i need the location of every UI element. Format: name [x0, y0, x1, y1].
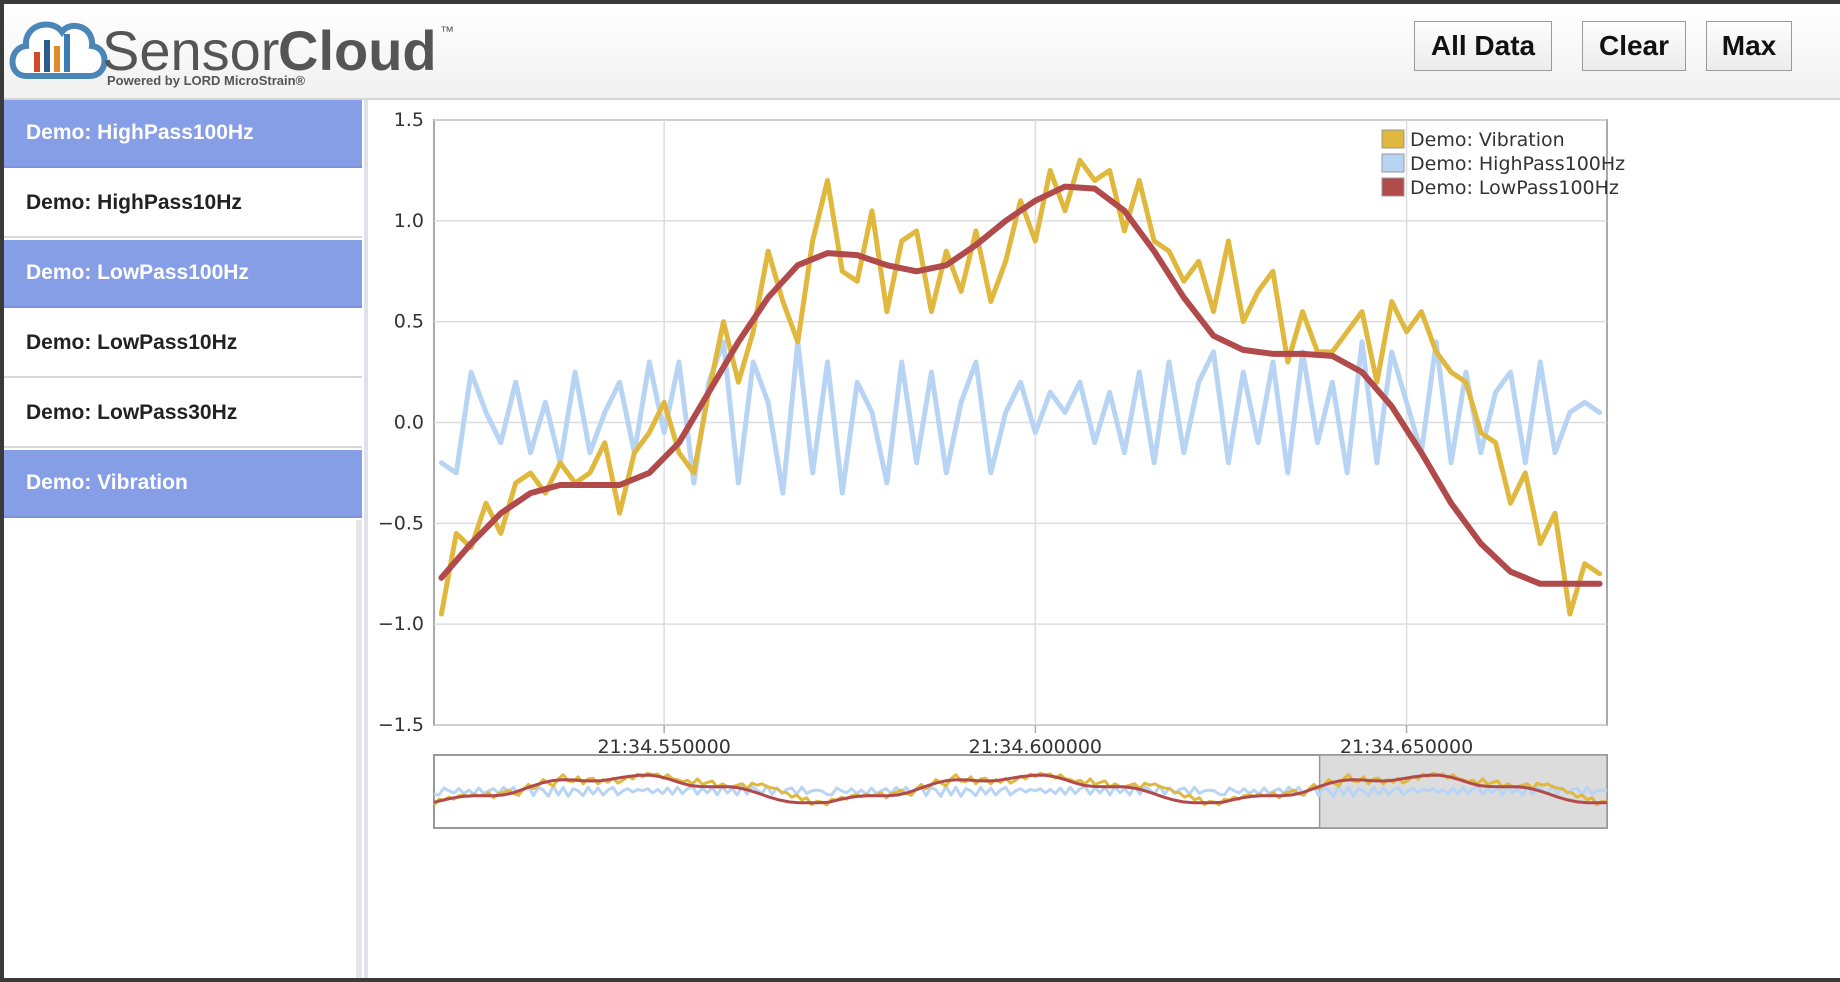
- series-line-demo-lowpass100hz: [438, 183, 1603, 587]
- powered-by-text: Powered by LORD MicroStrain®: [107, 73, 306, 88]
- x-tick-label: 21:34.650000: [1340, 736, 1473, 758]
- legend-label: Demo: HighPass100Hz: [1410, 153, 1625, 175]
- navigator[interactable]: [432, 754, 1608, 829]
- brand-trademark: ™: [440, 23, 454, 39]
- sidebar-item-lowpass100hz[interactable]: Demo: LowPass100Hz: [4, 240, 362, 308]
- legend-swatch: [1381, 153, 1405, 173]
- brand-bold: Cloud: [278, 19, 437, 82]
- sidebar-item-vibration[interactable]: Demo: Vibration: [4, 450, 362, 518]
- max-button[interactable]: Max: [1706, 21, 1792, 71]
- all-data-button[interactable]: All Data: [1414, 21, 1552, 71]
- app-window: Sensor Cloud ™ Powered by LORD MicroStra…: [4, 4, 1840, 978]
- sensor-list-sidebar: Demo: HighPass100Hz Demo: HighPass10Hz D…: [4, 100, 364, 978]
- header-bar: Sensor Cloud ™ Powered by LORD MicroStra…: [4, 4, 1840, 100]
- logo-graphic: Sensor Cloud ™ Powered by LORD MicroStra…: [9, 19, 454, 88]
- brand-light: Sensor: [102, 19, 279, 82]
- navigator-trace: [433, 773, 1607, 805]
- y-tick-label: −0.5: [378, 512, 424, 534]
- y-tick-label: −1.5: [378, 714, 424, 736]
- y-tick-label: 0.5: [394, 311, 424, 333]
- legend-label: Demo: LowPass100Hz: [1410, 177, 1619, 199]
- y-tick-label: 1.5: [394, 109, 424, 131]
- sidebar-scrollbar-track[interactable]: [356, 520, 362, 978]
- y-tick-label: −1.0: [378, 613, 424, 635]
- sidebar-item-lowpass10hz[interactable]: Demo: LowPass10Hz: [4, 310, 362, 378]
- x-tick-label: 21:34.550000: [597, 736, 730, 758]
- chart-area: 1.5 1.0 0.5 0.0 −0.5 −1.0 −1.5 21:34.550000 21:…: [368, 100, 1840, 978]
- series-line-demo-vibration: [438, 157, 1603, 617]
- navigator-trace: [433, 784, 1608, 798]
- legend-swatch: [1381, 129, 1405, 149]
- legend-label: Demo: Vibration: [1410, 129, 1565, 151]
- sidebar-item-lowpass30hz[interactable]: Demo: LowPass30Hz: [4, 380, 362, 448]
- sidebar-item-highpass100hz[interactable]: Demo: HighPass100Hz: [4, 100, 362, 168]
- y-tick-label: 1.0: [394, 210, 424, 232]
- cloud-icon: [9, 21, 108, 79]
- x-tick-label: 21:34.600000: [969, 736, 1102, 758]
- sensorcloud-logo[interactable]: Sensor Cloud ™ Powered by LORD MicroStra…: [6, 8, 566, 98]
- chart-svg: 1.5 1.0 0.5 0.0 −0.5 −1.0 −1.5 21:34.550000 21:…: [378, 109, 1625, 829]
- clear-button[interactable]: Clear: [1582, 21, 1686, 71]
- sidebar-item-highpass10hz[interactable]: Demo: HighPass10Hz: [4, 170, 362, 238]
- y-tick-label: 0.0: [394, 412, 424, 434]
- sidebar-divider[interactable]: [364, 100, 368, 978]
- legend-swatch: [1381, 177, 1405, 197]
